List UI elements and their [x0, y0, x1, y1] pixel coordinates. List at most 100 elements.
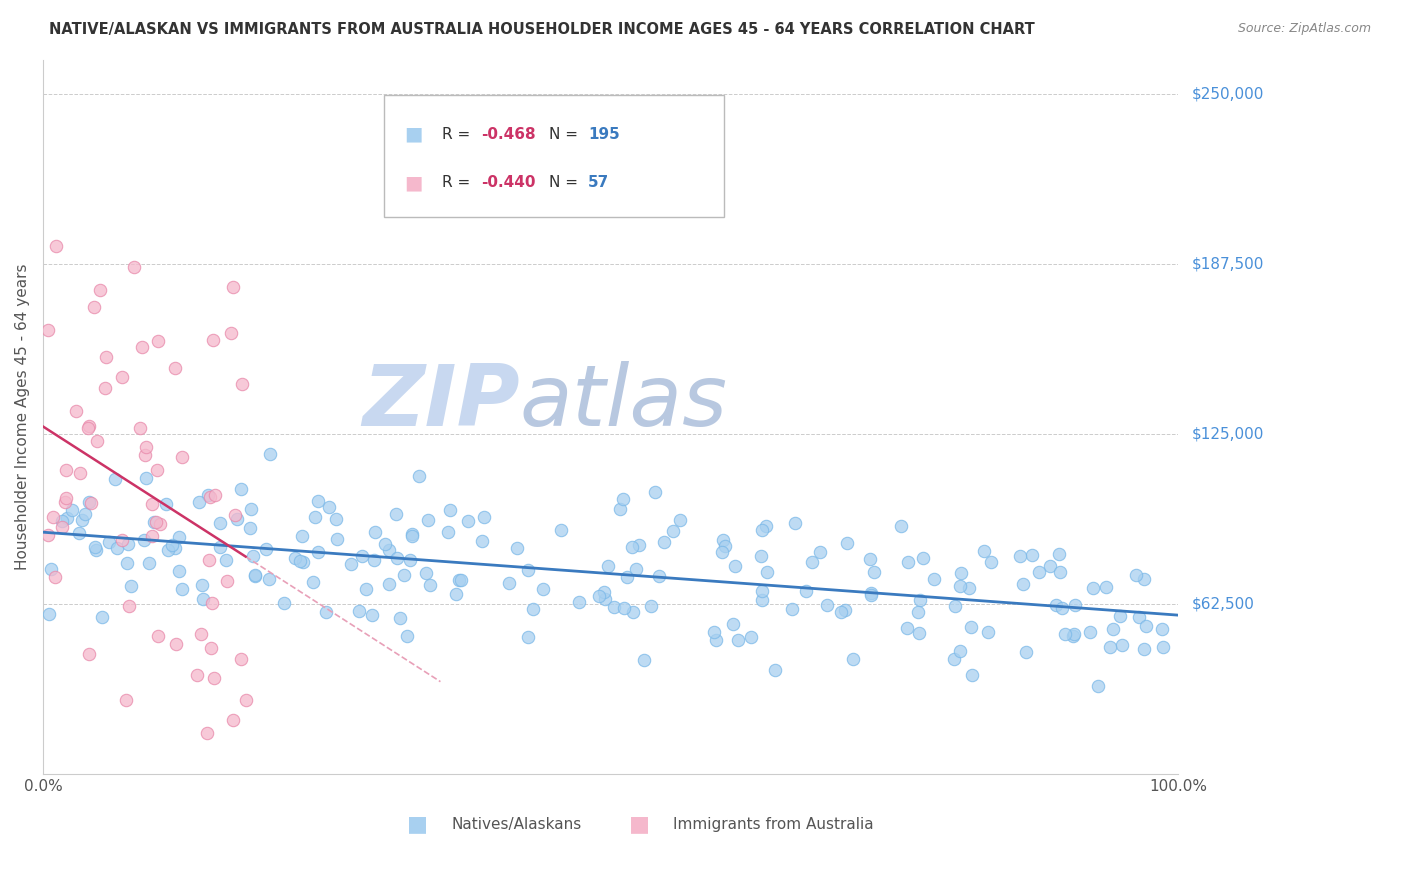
Text: ■: ■ [404, 125, 422, 144]
Point [83, 541, 105, 555]
Point [225, 512, 247, 526]
Point [399, 552, 422, 566]
Point [457, 514, 479, 528]
Point [640, 599, 662, 613]
Point [340, 557, 363, 571]
Point [44, 570, 66, 584]
Point [907, 626, 929, 640]
Point [229, 482, 252, 496]
Point [416, 513, 439, 527]
Point [648, 569, 671, 583]
Point [609, 502, 631, 516]
Point [215, 553, 238, 567]
Point [291, 555, 314, 569]
Point [830, 605, 852, 619]
Point [644, 485, 666, 500]
Point [378, 576, 401, 591]
Point [1135, 619, 1157, 633]
Point [132, 533, 155, 547]
Point [190, 577, 212, 591]
Point [794, 584, 817, 599]
Point [1011, 577, 1033, 591]
Point [209, 516, 232, 531]
Point [1039, 559, 1062, 574]
Point [307, 494, 329, 508]
Point [83, 300, 105, 314]
Point [1063, 627, 1085, 641]
Point [592, 584, 614, 599]
Point [122, 260, 145, 274]
Point [170, 582, 193, 597]
Point [325, 511, 347, 525]
Text: R =: R = [441, 127, 475, 142]
Point [472, 509, 495, 524]
Point [522, 601, 544, 615]
Point [721, 617, 744, 632]
Point [471, 534, 494, 549]
Point [859, 585, 882, 599]
Point [257, 573, 280, 587]
Text: 195: 195 [588, 127, 620, 142]
Text: $125,000: $125,000 [1192, 426, 1264, 442]
Point [209, 540, 232, 554]
Point [240, 502, 263, 516]
Point [616, 570, 638, 584]
Point [190, 627, 212, 641]
Point [506, 541, 529, 555]
Point [612, 492, 634, 507]
Point [42, 509, 65, 524]
Point [439, 503, 461, 517]
Point [94, 381, 117, 395]
Text: $187,500: $187,500 [1192, 256, 1264, 271]
Point [65, 404, 87, 418]
Point [273, 596, 295, 610]
Point [751, 523, 773, 537]
Point [188, 495, 211, 509]
Point [60, 503, 83, 517]
Point [307, 545, 329, 559]
Point [134, 449, 156, 463]
Text: Immigrants from Australia: Immigrants from Australia [673, 817, 873, 832]
Point [55, 511, 77, 525]
Point [896, 621, 918, 635]
Point [217, 574, 239, 588]
Point [669, 513, 692, 527]
Point [942, 651, 965, 665]
Point [1102, 623, 1125, 637]
Point [437, 524, 460, 539]
Point [943, 599, 966, 613]
Point [385, 550, 408, 565]
Point [77, 647, 100, 661]
Point [55, 495, 77, 509]
Point [67, 525, 90, 540]
Point [401, 529, 423, 543]
Point [167, 529, 190, 543]
Point [1098, 640, 1121, 655]
Point [349, 604, 371, 618]
Point [141, 497, 163, 511]
Point [890, 518, 912, 533]
Point [197, 488, 219, 502]
Text: R =: R = [441, 176, 475, 190]
Point [959, 620, 981, 634]
Point [69, 467, 91, 481]
Point [388, 611, 411, 625]
Point [1133, 642, 1156, 657]
Point [1095, 580, 1118, 594]
Point [801, 556, 824, 570]
Point [613, 600, 636, 615]
Point [859, 552, 882, 566]
Text: N =: N = [550, 127, 583, 142]
Y-axis label: Householder Income Ages 45 - 64 years: Householder Income Ages 45 - 64 years [15, 264, 30, 570]
Point [146, 629, 169, 643]
Point [1028, 566, 1050, 580]
Point [652, 535, 675, 549]
Point [957, 581, 980, 595]
Point [1050, 600, 1073, 615]
Point [224, 508, 246, 522]
Point [120, 579, 142, 593]
Text: ZIP: ZIP [363, 361, 520, 444]
Point [724, 559, 747, 574]
Point [1054, 627, 1077, 641]
Point [304, 510, 326, 524]
